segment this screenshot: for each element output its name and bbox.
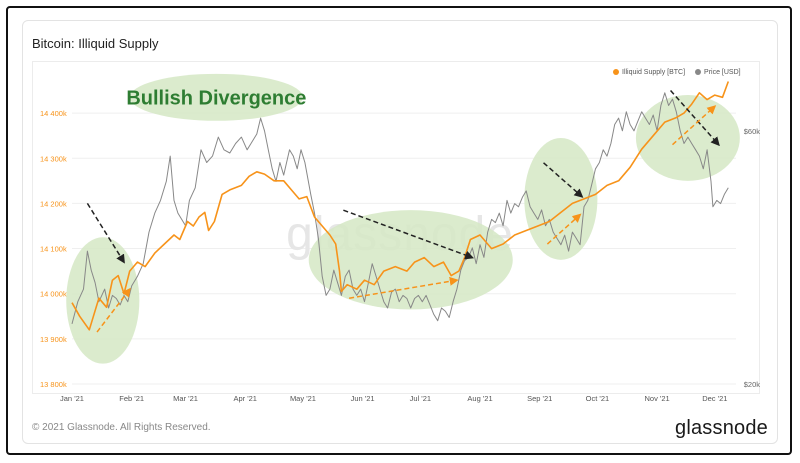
x-tick-label: Jan '21 — [60, 394, 84, 403]
y-left-tick-label: 13 900k — [40, 335, 67, 344]
x-tick-label: Dec '21 — [702, 394, 727, 403]
supply-trend-arrow — [349, 276, 459, 299]
legend-dot-illiquid — [613, 69, 619, 76]
legend-label-illiquid: Illiquid Supply [BTC] — [622, 69, 686, 76]
x-tick-label: Feb '21 — [119, 394, 144, 403]
supply-trend-arrow — [546, 213, 582, 245]
legend: Illiquid Supply [BTC] Price [USD] — [613, 69, 741, 76]
y-right-tick-label: $20k — [744, 380, 761, 389]
x-tick-label: Jun '21 — [351, 394, 375, 403]
x-tick-label: Nov '21 — [644, 394, 669, 403]
x-tick-label: Aug '21 — [467, 394, 492, 403]
annotation-ellipse — [66, 237, 140, 364]
x-tick-label: Jul '21 — [410, 394, 431, 403]
glassnode-logo: glassnode — [675, 417, 768, 439]
y-left-tick-label: 14 000k — [40, 290, 67, 299]
x-tick-label: Mar '21 — [173, 394, 198, 403]
supply-trend-arrow — [671, 105, 717, 146]
y-left-tick-label: 14 100k — [40, 245, 67, 254]
price-trend-arrow — [343, 209, 475, 260]
x-tick-label: Apr '21 — [233, 394, 257, 403]
annotation-ellipse — [308, 210, 513, 310]
price-trend-arrow — [86, 203, 125, 264]
legend-dot-price — [695, 69, 702, 76]
copyright-text: © 2021 Glassnode. All Rights Reserved. — [32, 422, 211, 433]
y-left-tick-label: 14 400k — [40, 109, 67, 118]
series-line-price — [71, 92, 729, 325]
price-trend-arrow — [670, 90, 720, 147]
chart-title: Bitcoin: Illiquid Supply — [32, 36, 159, 51]
y-left-tick-label: 14 200k — [40, 199, 67, 208]
y-left-tick-label: 13 800k — [40, 380, 67, 389]
annotation-ellipse — [129, 73, 303, 121]
bullish-divergence-label: Bullish Divergence — [126, 87, 306, 109]
legend-label-price: Price [USD] — [704, 69, 741, 76]
y-left-tick-label: 14 300k — [40, 154, 67, 163]
x-tick-label: Sep '21 — [527, 394, 552, 403]
x-tick-label: May '21 — [290, 394, 316, 403]
x-tick-label: Oct '21 — [586, 394, 610, 403]
series-line-illiquid-supply — [71, 81, 730, 331]
legend-item-illiquid[interactable]: Illiquid Supply [BTC] — [613, 69, 685, 76]
price-trend-arrow — [543, 162, 584, 198]
legend-item-price[interactable]: Price [USD] — [695, 69, 741, 76]
supply-trend-arrow — [96, 287, 131, 333]
plot-frame — [32, 61, 760, 394]
annotation-ellipse — [524, 137, 598, 260]
y-right-tick-label: $60k — [744, 127, 761, 136]
